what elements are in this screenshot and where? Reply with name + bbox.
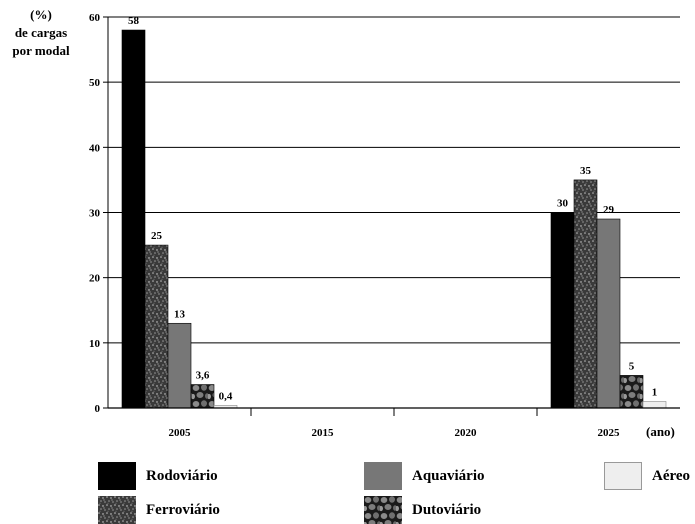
legend-label-aereo: Aéreo <box>652 467 691 484</box>
legend-item-dutoviario: Dutoviário <box>364 496 481 524</box>
data-label: 25 <box>151 230 163 242</box>
legend-label-rodoviario: Rodoviário <box>146 467 218 484</box>
legend-item-aereo: Aéreo <box>604 462 690 490</box>
bar <box>596 218 621 409</box>
bar <box>550 212 575 409</box>
legend-item-aquaviario: Aquaviário <box>364 462 485 490</box>
y-tick-label: 60 <box>89 12 101 24</box>
y-tick-label: 10 <box>89 338 101 350</box>
y-tick-label: 0 <box>95 403 101 415</box>
bar <box>642 401 667 409</box>
data-label: 35 <box>580 165 592 177</box>
x-tick-label: 2020 <box>455 427 478 439</box>
data-label: 1 <box>652 386 658 398</box>
legend-label-ferroviario: Ferroviário <box>146 501 220 518</box>
y-tick-label: 30 <box>89 208 101 220</box>
legend-swatch-aereo <box>604 462 642 490</box>
bar <box>167 322 192 409</box>
y-tick-label: 20 <box>89 273 101 285</box>
x-tick-label: 2005 <box>169 427 192 439</box>
data-label: 58 <box>128 15 140 27</box>
legend-label-dutoviario: Dutoviário <box>412 501 482 518</box>
legend-swatch-ferroviario <box>98 496 136 524</box>
bar <box>144 244 169 409</box>
y-tick-label: 40 <box>89 142 101 154</box>
legend-label-aquaviario: Aquaviário <box>412 467 485 484</box>
legend-item-ferroviario: Ferroviário <box>98 496 220 524</box>
x-tick-label: 2025 <box>598 427 621 439</box>
y-tick-label: 50 <box>89 77 101 89</box>
legend-swatch-dutoviario <box>364 496 402 524</box>
x-tick-label: 2015 <box>312 427 335 439</box>
legend-item-rodoviario: Rodoviário <box>98 462 218 490</box>
legend-swatch-aquaviario <box>364 462 402 490</box>
legend-swatch-rodoviario <box>98 462 136 490</box>
data-label: 5 <box>629 360 635 372</box>
bar <box>573 179 598 409</box>
x-axis-label: (ano) <box>646 424 675 439</box>
data-label: 13 <box>174 308 186 320</box>
bar <box>121 29 146 409</box>
data-label: 29 <box>603 204 615 216</box>
data-label: 0,4 <box>219 390 233 402</box>
bar <box>190 384 215 409</box>
bar <box>619 375 644 409</box>
data-label: 3,6 <box>196 370 210 382</box>
data-label: 30 <box>557 198 569 210</box>
y-axis-label: (%) de cargas por modal <box>12 7 70 58</box>
